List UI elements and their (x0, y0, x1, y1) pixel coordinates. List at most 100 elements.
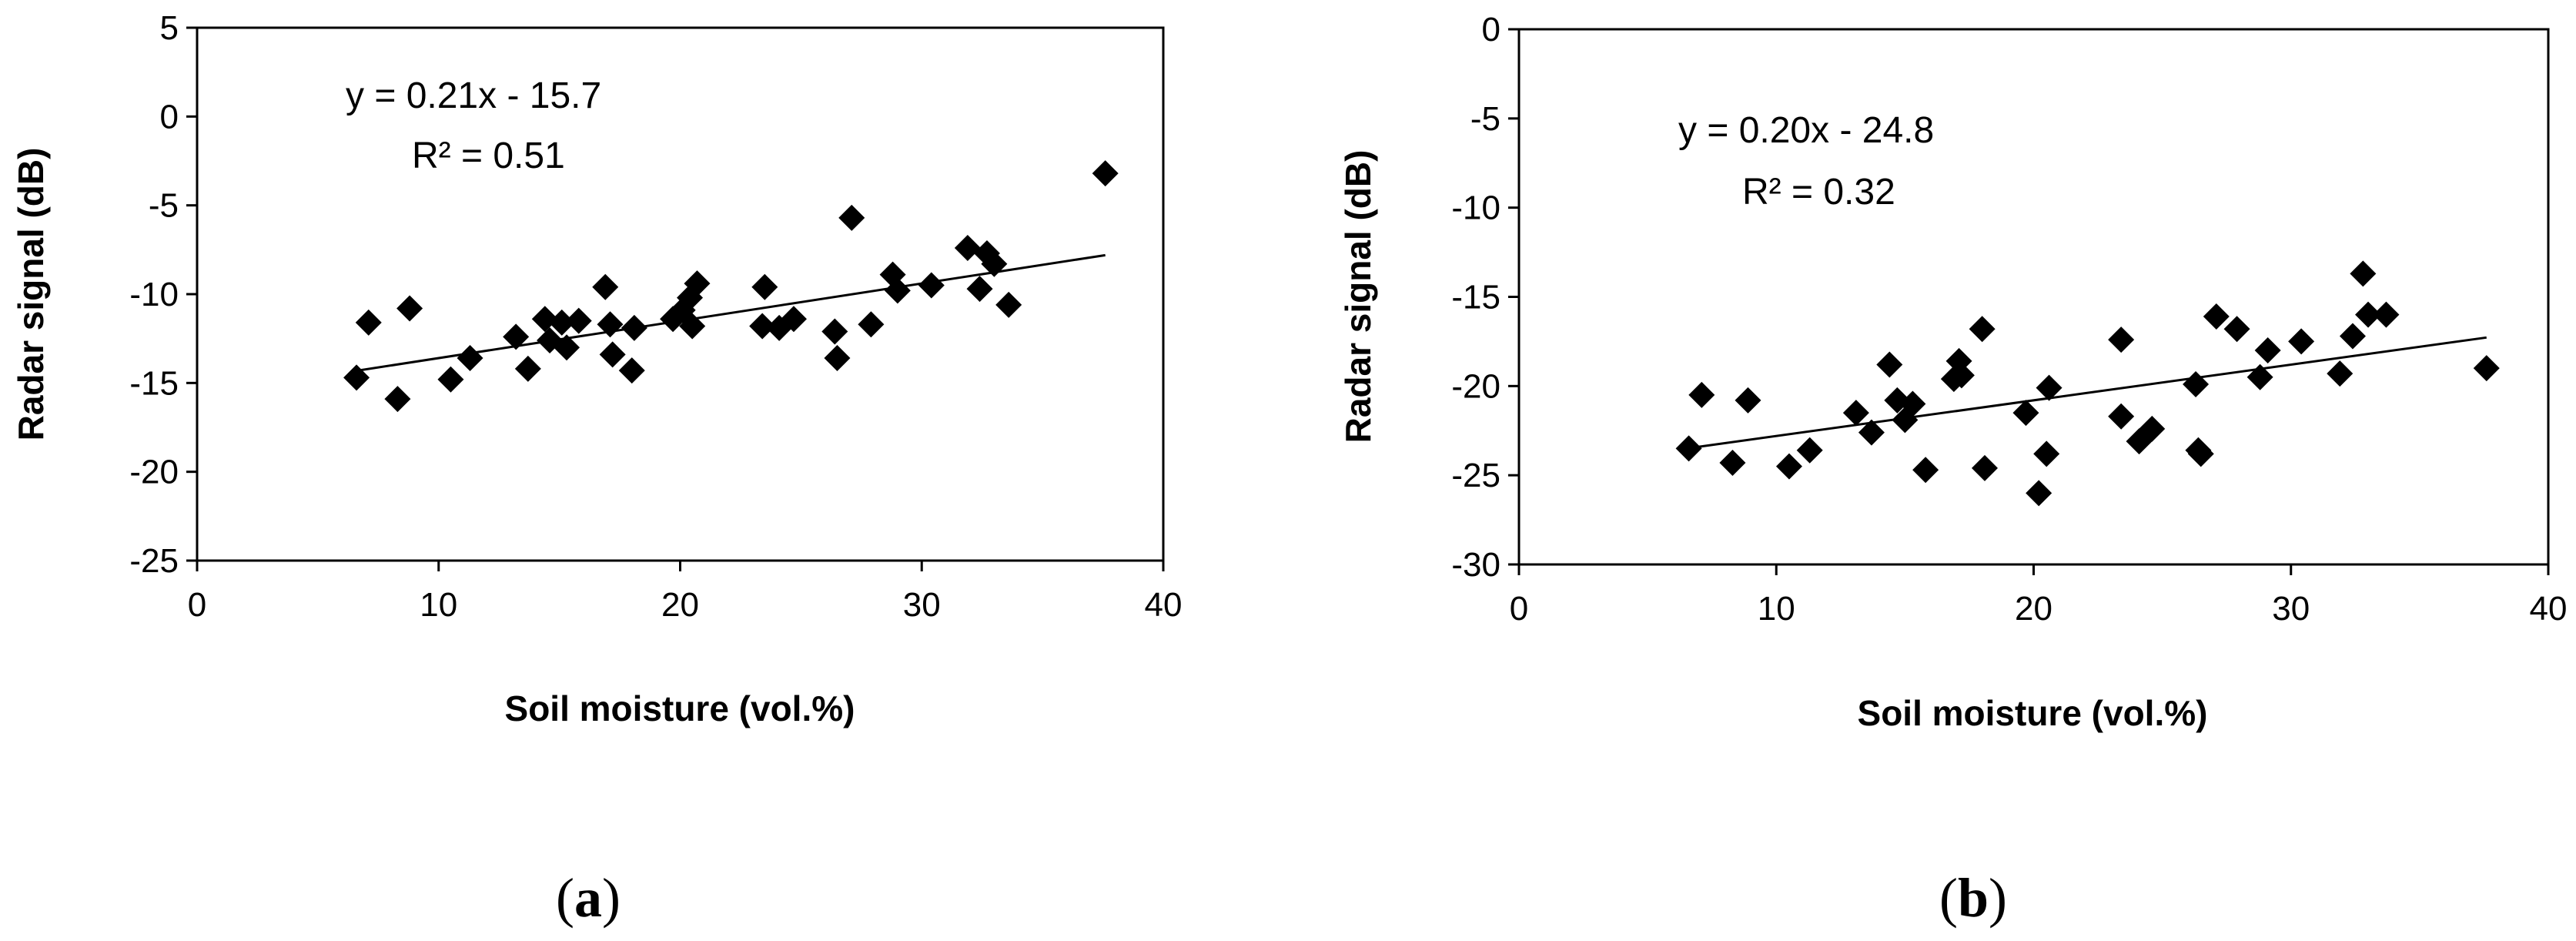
data-point-a-28 (824, 345, 851, 372)
data-point-b-17 (1971, 454, 1998, 481)
data-point-a-17 (621, 314, 647, 341)
data-point-a-13 (592, 273, 619, 300)
trendline-a (356, 253, 1106, 372)
data-point-a-23 (749, 313, 776, 340)
data-point-b-35 (2339, 323, 2366, 350)
data-point-b-21 (2036, 374, 2062, 401)
data-point-b-22 (2108, 327, 2135, 353)
data-point-a-2 (384, 386, 411, 413)
data-point-a-37 (981, 250, 1008, 277)
r-squared-a: R² = 0.51 (412, 136, 565, 176)
tick-labels-b: 0 10 20 30 40 -30 -25 -20 -15 -10 -5 0 (1451, 11, 2567, 628)
data-point-b-31 (2246, 363, 2273, 390)
data-point-a-26 (780, 306, 807, 333)
trend-equation-b: y = 0.20x - 24.8 (1678, 110, 1934, 151)
x-tick-label-a-2: 20 (661, 586, 699, 624)
x-tick-label-b-0: 0 (1510, 590, 1528, 628)
x-tick-label-a-3: 30 (903, 586, 941, 624)
data-point-b-37 (2355, 301, 2382, 328)
data-points-b (1675, 260, 2500, 507)
data-point-b-8 (1876, 351, 1903, 378)
x-tick-label-a-4: 40 (1145, 586, 1183, 624)
trend-equation-a: y = 0.21x - 15.7 (346, 75, 601, 116)
y-tick-label-b-5: -5 (1470, 100, 1500, 138)
data-point-b-33 (2288, 328, 2315, 355)
trendline-b (1688, 336, 2487, 450)
data-point-a-11 (554, 334, 580, 361)
chart-b: 0 10 20 30 40 -30 -25 -20 -15 -10 -5 0 y = 0.20x - … (1338, 11, 2567, 929)
data-point-b-6 (1842, 400, 1869, 427)
data-point-a-14 (597, 311, 624, 338)
panel-label-a: (a) (556, 867, 621, 929)
y-tick-label-b-3: -15 (1451, 279, 1500, 316)
x-tick-label-a-1: 10 (420, 586, 457, 624)
data-point-a-30 (858, 311, 885, 338)
data-point-b-32 (2254, 337, 2281, 363)
r-squared-b: R² = 0.32 (1742, 172, 1895, 213)
data-point-b-2 (1719, 449, 1746, 476)
y-tick-label-a-4: -5 (149, 187, 179, 225)
data-point-b-18 (2012, 400, 2039, 427)
data-point-a-38 (995, 291, 1022, 318)
x-axis-title-a: Soil moisture (vol.%) (505, 688, 855, 728)
plot-area-a (196, 26, 1165, 562)
x-axis-title-b: Soil moisture (vol.%) (1858, 693, 2208, 733)
x-tick-label-b-3: 30 (2272, 590, 2310, 628)
data-point-b-11 (1899, 390, 1926, 417)
data-point-b-23 (2108, 403, 2135, 430)
y-tick-label-b-0: -30 (1451, 546, 1500, 584)
data-point-b-36 (2350, 260, 2377, 287)
data-point-b-34 (2327, 360, 2354, 387)
data-point-a-7 (514, 355, 541, 382)
data-point-a-35 (966, 276, 993, 303)
data-point-b-26 (2183, 371, 2210, 398)
y-axis-title-b: Radar signal (dB) (1338, 150, 1378, 444)
x-tick-label-b-4: 40 (2530, 590, 2568, 628)
data-point-a-15 (599, 341, 626, 368)
data-point-a-5 (457, 345, 483, 372)
data-point-a-1 (355, 309, 382, 336)
data-point-a-3 (396, 295, 423, 322)
data-point-a-16 (618, 357, 645, 384)
x-tick-label-b-2: 20 (2015, 590, 2052, 628)
y-tick-label-b-4: -10 (1451, 189, 1500, 227)
plot-area-b (1517, 28, 2550, 566)
y-tick-label-b-2: -20 (1451, 367, 1500, 405)
data-point-a-32 (884, 277, 911, 304)
data-point-b-38 (2373, 301, 2400, 328)
y-tick-label-a-1: -20 (129, 454, 179, 491)
panel-label-b: (b) (1939, 867, 2007, 929)
y-tick-label-a-2: -15 (129, 364, 179, 402)
data-point-a-24 (751, 273, 778, 300)
data-point-b-16 (1969, 316, 1996, 343)
y-tick-label-b-1: -25 (1451, 457, 1500, 494)
data-point-b-12 (1912, 457, 1939, 484)
data-point-a-21 (679, 313, 706, 340)
data-point-a-12 (565, 307, 592, 334)
data-point-b-4 (1775, 453, 1802, 480)
data-point-a-22 (684, 270, 711, 297)
data-point-b-28 (2187, 440, 2214, 467)
data-point-a-29 (838, 204, 865, 231)
data-points-a (343, 160, 1119, 413)
data-point-a-0 (343, 364, 370, 391)
data-point-a-27 (821, 318, 848, 345)
data-point-b-3 (1735, 387, 1761, 414)
x-tick-label-a-0: 0 (188, 586, 206, 624)
data-point-b-7 (1858, 419, 1885, 446)
data-point-a-33 (918, 272, 945, 299)
data-point-b-30 (2223, 316, 2250, 343)
data-point-b-19 (2026, 480, 2052, 507)
data-point-b-5 (1796, 437, 1823, 464)
data-point-a-8 (531, 306, 558, 333)
data-point-a-34 (954, 235, 981, 262)
y-axis-title-a: Radar signal (dB) (11, 148, 51, 441)
data-point-b-29 (2203, 303, 2230, 330)
data-point-b-1 (1688, 381, 1715, 408)
tick-labels-a: 0 10 20 30 40 -25 -20 -15 -10 -5 0 5 (129, 9, 1182, 624)
y-tick-label-a-5: 0 (160, 98, 179, 136)
data-point-a-39 (1092, 160, 1119, 187)
data-point-b-0 (1675, 435, 1702, 462)
x-tick-label-b-1: 10 (1758, 590, 1795, 628)
